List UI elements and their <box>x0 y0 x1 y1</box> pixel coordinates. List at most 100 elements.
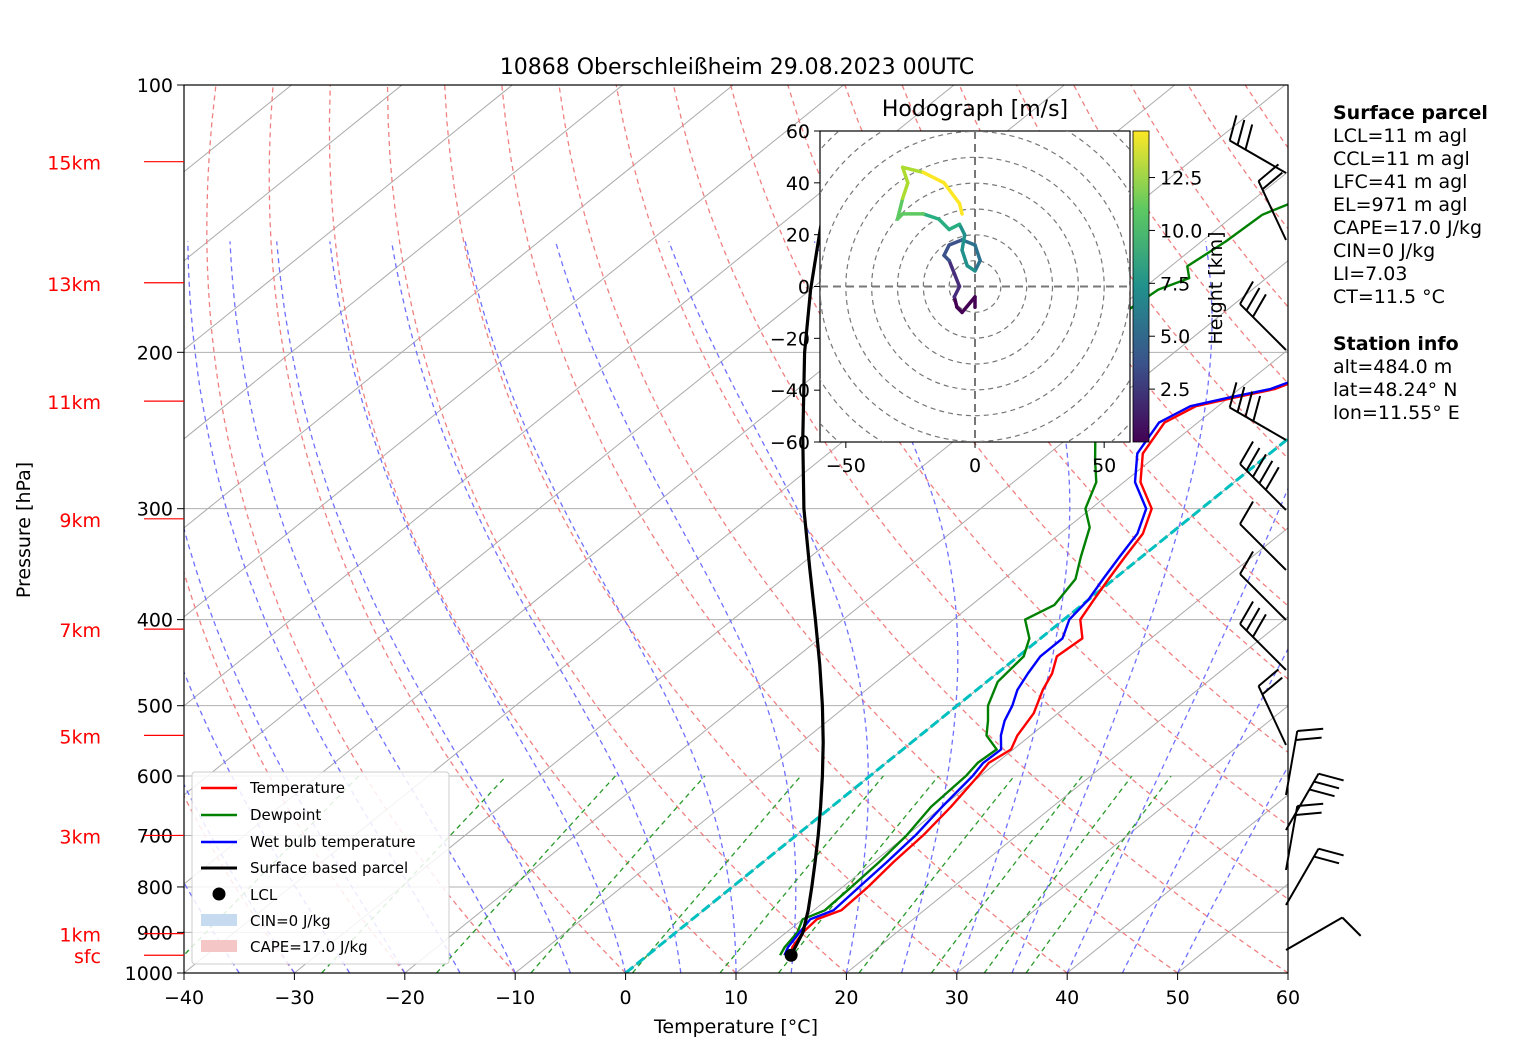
legend-label-dewpoint: Dewpoint <box>250 806 321 824</box>
height-label: sfc <box>74 946 101 968</box>
wind-barb-staff <box>1239 573 1287 621</box>
wind-barb-flag <box>1244 124 1254 150</box>
hodograph-segment <box>900 165 910 185</box>
isotherm-line <box>184 85 844 618</box>
colorbar-tick-label: 10.0 <box>1160 220 1202 242</box>
hodograph-segment <box>921 212 941 221</box>
dry-adiabat <box>268 85 627 973</box>
height-label: 9km <box>59 510 101 532</box>
x-tick-label: 30 <box>945 987 969 1009</box>
wind-barb-flag <box>1309 788 1335 798</box>
wind-barb-flag <box>1252 293 1267 318</box>
wind-barb-flag <box>1245 447 1261 471</box>
y-tick-label: 200 <box>137 342 173 364</box>
wind-barb-flag <box>1245 287 1261 311</box>
x-tick-label: 20 <box>834 987 858 1009</box>
hodograph-ticks: −50 0 50 60 40 20 0 −20 −40 −60 <box>770 121 1116 477</box>
legend-swatch-lcl <box>212 887 226 901</box>
moist-adiabat <box>1011 241 1213 973</box>
dry-adiabat <box>501 85 1068 973</box>
colorbar-tick-label: 12.5 <box>1160 168 1202 190</box>
mixing-ratio-line <box>983 775 1133 973</box>
moist-adiabat <box>464 241 737 973</box>
wind-barb-flag <box>1239 441 1254 465</box>
isotherm-line <box>956 705 1288 973</box>
moist-adiabat <box>956 241 1071 973</box>
hodograph-y-tick-label: 60 <box>786 121 810 143</box>
legend-box <box>191 771 450 965</box>
hodograph-segment <box>973 243 982 263</box>
wind-barb-staff <box>1285 805 1299 871</box>
wind-barb-flag <box>1239 551 1254 575</box>
y-tick-label: 600 <box>137 766 173 788</box>
colorbar-tick-label: 2.5 <box>1160 379 1190 401</box>
wind-barb-flag <box>1295 811 1322 816</box>
legend-label-parcel: Surface based parcel <box>250 859 408 877</box>
x-tick-label: 10 <box>724 987 748 1009</box>
profile-lines <box>779 155 1288 956</box>
colorbar-label: Height [km] <box>1205 231 1227 344</box>
station-info-header: Station info <box>1333 333 1459 355</box>
hodograph-ring <box>922 234 1028 339</box>
isotherm-line <box>184 85 403 262</box>
hodograph-x-tick-label: −50 <box>826 455 866 477</box>
isotherm-line <box>184 85 624 440</box>
hodograph-y-tick-label: −20 <box>770 328 810 350</box>
y-tick-label: 500 <box>137 696 173 718</box>
hodograph-rings <box>820 131 1130 442</box>
mixing-ratio-line <box>530 775 706 973</box>
hodograph-y-tick-label: −40 <box>770 380 810 402</box>
legend-label-wetbulb: Wet bulb temperature <box>250 833 416 851</box>
mixing-ratio-line <box>436 775 616 973</box>
wind-barb-flag <box>1313 780 1340 790</box>
hodograph-segment <box>947 258 957 276</box>
hodograph-y-tick-label: −60 <box>770 432 810 454</box>
hodograph-colorbar <box>1132 130 1150 443</box>
legend-swatch-cin <box>201 914 237 926</box>
wind-barb-staff <box>1285 773 1320 831</box>
wind-barb-staff <box>1239 623 1287 671</box>
wind-barb-flag <box>1239 501 1254 525</box>
dry-adiabat <box>615 85 1288 973</box>
moist-adiabat <box>1121 647 1288 973</box>
mixing-ratio-line <box>930 775 1083 973</box>
hodograph-segment <box>900 181 910 201</box>
wind-barb-staff <box>1229 406 1287 441</box>
wind-barb-flag <box>1264 466 1280 491</box>
moist-adiabat <box>813 241 959 973</box>
station-info-alt: alt=484.0 m <box>1333 356 1453 378</box>
surface-parcel-el: EL=971 m agl <box>1333 194 1468 216</box>
hodograph-segment <box>952 284 962 299</box>
chart-title: 10868 Oberschleißheim 29.08.2023 00UTC <box>500 55 975 80</box>
x-tick-label: −30 <box>274 987 314 1009</box>
hodograph-y-tick-label: 40 <box>786 173 810 195</box>
x-tick-label: 50 <box>1166 987 1190 1009</box>
hodograph-y-tick-label: 0 <box>798 277 810 299</box>
y-tick-label: 300 <box>137 499 173 521</box>
x-tick-label: 40 <box>1055 987 1079 1009</box>
dewpoint-line <box>779 203 1288 956</box>
y-tick-label: 100 <box>137 75 173 97</box>
mixing-ratio-line <box>777 775 940 973</box>
hodograph-segment <box>957 222 967 237</box>
surface-parcel-lcl: LCL=11 m agl <box>1333 125 1468 147</box>
wind-barb-staff <box>1257 685 1287 746</box>
hodograph-segment <box>960 295 977 315</box>
y-tick-label: 700 <box>137 825 173 847</box>
wind-barb-staff <box>1229 139 1287 174</box>
hodograph-segment <box>921 170 946 185</box>
surface-parcel-lfc: LFC=41 m agl <box>1333 171 1468 193</box>
dry-adiabat <box>328 85 737 973</box>
wind-barb-flag <box>1258 460 1274 484</box>
isotherm-line <box>1066 794 1288 973</box>
legend-swatch-cape <box>201 940 237 952</box>
moist-adiabat <box>668 241 870 973</box>
moist-adiabat <box>276 241 572 973</box>
wind-barb-flag <box>1261 676 1283 696</box>
dry-adiabat <box>729 85 1288 827</box>
x-tick-label: −40 <box>164 987 204 1009</box>
hodograph-segment <box>942 243 951 258</box>
legend-label-temperature: Temperature <box>249 779 345 797</box>
hodograph-segment <box>900 165 926 175</box>
dry-adiabat <box>386 85 847 973</box>
